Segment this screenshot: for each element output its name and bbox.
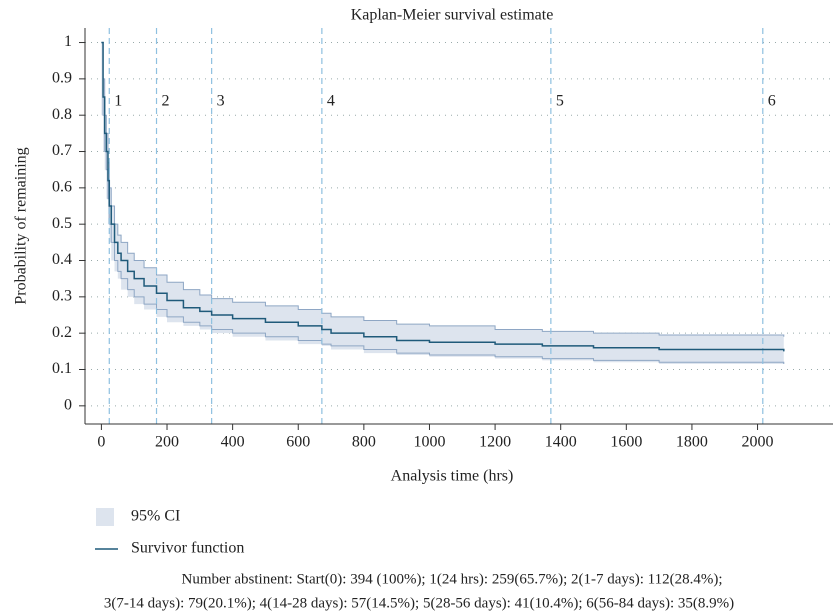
reference-label: 6 (768, 93, 776, 110)
y-tick-label: 0.8 (52, 106, 72, 123)
x-tick-label: 1600 (610, 434, 642, 451)
footnote: Number abstinent: Start(0): 394 (100%); … (181, 571, 722, 587)
reference-label: 3 (217, 93, 225, 110)
ci-upper (101, 42, 785, 337)
footnote: 3(7-14 days): 79(20.1%); 4(14-28 days): … (104, 595, 734, 611)
x-tick-label: 1200 (479, 434, 511, 451)
x-tick-label: 1000 (413, 434, 445, 451)
legend-label: Survivor function (131, 540, 244, 557)
y-tick-label: 0.2 (52, 324, 72, 341)
reference-label: 4 (327, 93, 335, 110)
x-tick-label: 1800 (676, 434, 708, 451)
x-tick-label: 600 (286, 434, 310, 451)
reference-label: 5 (556, 93, 564, 110)
legend-label: 95% CI (131, 508, 180, 525)
reference-label: 2 (162, 93, 170, 110)
y-tick-label: 0.9 (52, 70, 72, 87)
x-tick-label: 400 (221, 434, 245, 451)
y-tick-label: 0.7 (52, 142, 72, 159)
x-axis-label: Analysis time (hrs) (391, 468, 514, 485)
legend-swatch (96, 508, 114, 526)
y-tick-label: 0.3 (52, 288, 72, 305)
reference-label: 1 (114, 93, 122, 110)
y-tick-label: 0.6 (52, 179, 72, 196)
y-tick-label: 0.1 (52, 360, 72, 377)
y-tick-label: 0.4 (52, 251, 72, 268)
y-tick-label: 0 (64, 397, 72, 414)
chart-title: Kaplan-Meier survival estimate (351, 7, 554, 24)
ci-lower (101, 42, 785, 365)
x-tick-label: 1400 (545, 434, 577, 451)
x-tick-label: 2000 (742, 434, 774, 451)
y-tick-label: 1 (64, 33, 72, 50)
ci-band (101, 42, 784, 365)
x-tick-label: 200 (155, 434, 179, 451)
survival-line (101, 41, 785, 352)
y-tick-label: 0.5 (52, 215, 72, 232)
x-tick-label: 0 (97, 434, 105, 451)
x-tick-label: 800 (352, 434, 376, 451)
y-axis-label: Probability of remaining (13, 147, 30, 304)
